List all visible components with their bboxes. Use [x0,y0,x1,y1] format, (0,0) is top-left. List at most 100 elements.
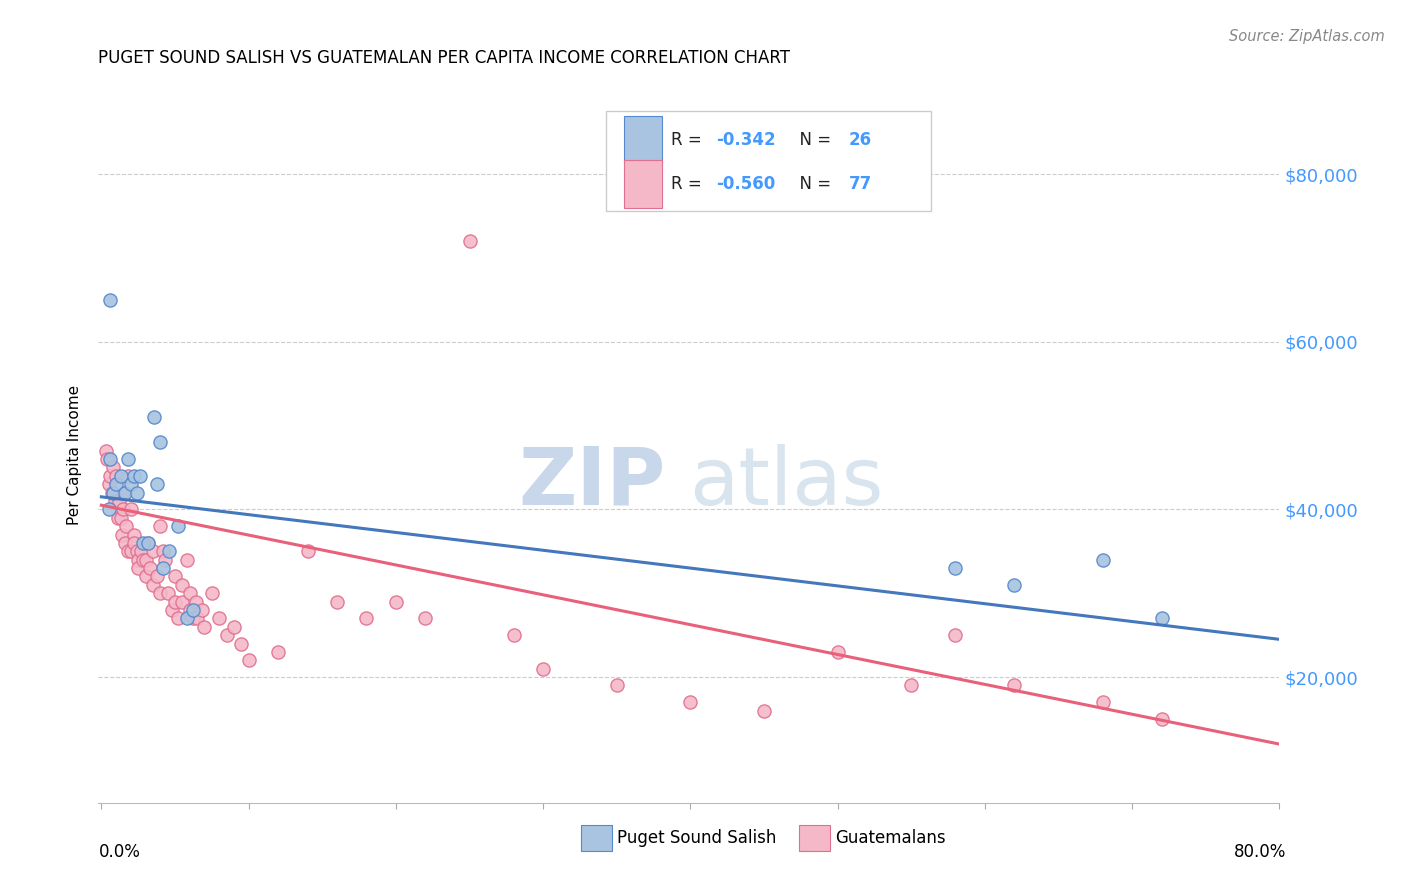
Point [107,510,129,524]
Point [98,452,121,467]
Point [231,636,253,650]
Point [138,536,160,550]
Point [215,628,238,642]
Point [142,578,165,592]
Point [152,561,174,575]
Text: 0.0%: 0.0% [98,843,141,861]
Point [208,611,231,625]
Point [181,611,204,625]
Text: 77: 77 [848,176,872,194]
Point [100,485,122,500]
Point [900,678,922,692]
Point [125,485,148,500]
Point [108,494,131,508]
Point [1150,611,1173,625]
Text: 80.0%: 80.0% [1234,843,1286,861]
Point [131,552,153,566]
Point [156,586,179,600]
Text: 26: 26 [848,131,872,149]
Point [114,485,136,500]
Point [945,561,967,575]
Text: Puget Sound Salish: Puget Sound Salish [617,829,776,847]
Point [160,603,183,617]
Point [98,468,121,483]
Point [181,603,204,617]
Point [186,611,208,625]
Text: Guatemalans: Guatemalans [835,829,946,847]
Point [146,477,169,491]
Point [129,544,152,558]
Point [238,653,260,667]
Point [176,552,198,566]
Point [138,536,160,550]
Point [97,477,120,491]
Point [149,519,172,533]
Point [127,561,149,575]
Point [142,544,165,558]
Point [105,477,128,491]
Point [98,293,121,307]
Point [267,645,290,659]
Point [606,678,628,692]
Point [190,603,212,617]
Point [1150,712,1173,726]
Point [112,502,135,516]
Point [117,544,139,558]
Point [110,468,132,483]
Point [128,468,150,483]
Point [679,695,702,709]
Point [122,527,145,541]
Point [114,536,136,550]
Point [135,552,157,566]
Point [139,561,162,575]
FancyBboxPatch shape [624,116,662,164]
Point [222,620,245,634]
Point [94,443,117,458]
Point [105,468,128,483]
Text: atlas: atlas [689,443,883,522]
Point [326,594,349,608]
Point [152,544,174,558]
Point [1091,552,1114,566]
Point [502,628,524,642]
Point [1002,678,1025,692]
Point [111,527,134,541]
Point [117,452,139,467]
Point [122,536,145,550]
Point [101,460,124,475]
Point [149,435,172,450]
Point [112,485,135,500]
Point [184,594,207,608]
Point [1002,578,1025,592]
Point [167,611,190,625]
Point [945,628,967,642]
Point [117,468,139,483]
Point [1091,695,1114,709]
Point [125,544,148,558]
Text: N =: N = [789,131,837,149]
Text: N =: N = [789,176,837,194]
Text: Source: ZipAtlas.com: Source: ZipAtlas.com [1229,29,1385,44]
Point [415,611,437,625]
Point [110,510,132,524]
Point [752,704,775,718]
Point [167,519,190,533]
Point [120,477,142,491]
Point [172,578,194,592]
Point [193,620,215,634]
Point [531,662,554,676]
Point [153,552,176,566]
Y-axis label: Per Capita Income: Per Capita Income [67,384,83,525]
Point [172,594,194,608]
Point [143,410,166,425]
Point [179,603,201,617]
Text: ZIP: ZIP [517,443,665,522]
Point [163,594,186,608]
Point [201,586,224,600]
Point [96,452,118,467]
Point [157,544,180,558]
Point [135,569,157,583]
Point [131,536,153,550]
Point [97,502,120,516]
Point [122,468,145,483]
